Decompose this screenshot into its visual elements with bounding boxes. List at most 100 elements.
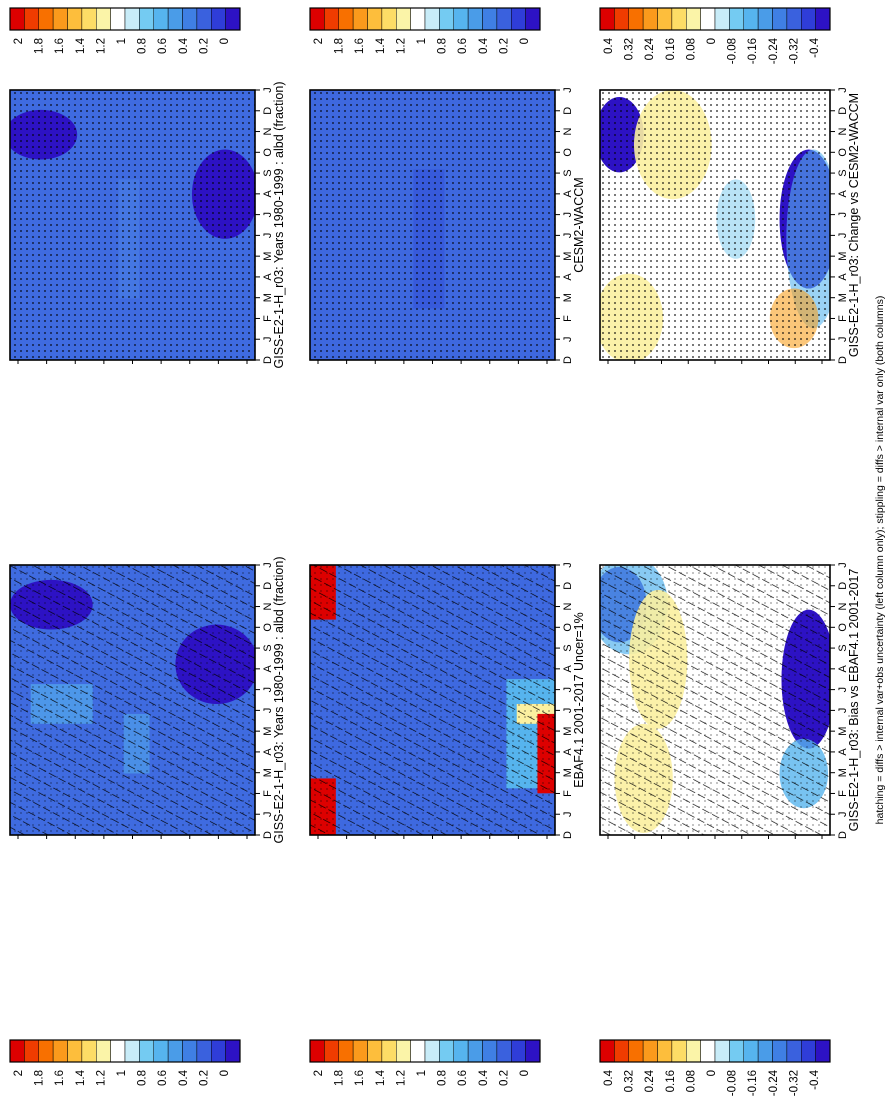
p4-month-label-8: A [562,190,574,198]
p5-stippling [600,565,830,835]
colorbar-abs-swatch-9 [139,7,154,31]
colorbar-abs-label-3: 1.4 [75,37,87,54]
colorbar-abs-label-5: 1 [416,1070,428,1076]
p1-field [10,565,255,835]
p5-month-label-10: O [837,623,849,632]
colorbar-abs-label-9: 0.2 [498,38,510,54]
colorbar-abs-swatch-5 [381,7,397,31]
colorbar-abs-label-4: 1.2 [95,1070,107,1086]
p3-stippling [310,565,555,835]
p2-month-label-0: D [262,356,274,364]
colorbar-abs-swatch-6 [96,7,111,31]
p2-month-label-11: N [262,128,274,136]
colorbar-abs-label-4: 1.2 [95,38,107,54]
colorbar-abs-label-9: 0.2 [198,1070,210,1086]
colorbar-abs-label-2: 1.6 [54,1070,66,1086]
colorbar-abs-swatch-10 [153,1039,169,1063]
p1-month-label-6: J [262,708,274,714]
colorbar-abs-swatch-7 [110,7,126,31]
p6-month-label-4: A [837,273,849,281]
colorbar-diff-swatch-2 [628,7,644,31]
p6-month-label-6: J [837,233,849,239]
colorbar-abs-swatch-10 [453,1039,469,1063]
p4-month-label-1: J [562,336,574,342]
colorbar-abs-swatch-7 [410,1039,426,1063]
colorbar-abs-label-8: 0.4 [178,37,190,54]
p4-month-label-12: D [562,107,574,115]
p3-month-label-1: J [562,811,574,817]
colorbar-abs-swatch-1 [324,7,339,31]
colorbar-diff-swatch-8 [714,1039,730,1063]
colorbar-abs-label-7: 0.6 [457,1070,469,1086]
p6-month-label-2: F [837,315,849,322]
colorbar-diff-label-3: 0.16 [665,1070,677,1092]
p4-month-label-7: J [562,212,574,218]
colorbar-abs-label-5: 1 [116,1070,128,1076]
colorbar-diff-label-0: 0.4 [603,37,615,54]
colorbar-abs-swatch-11 [167,7,183,31]
colorbar-diff-label-2: 0.24 [644,1069,656,1092]
colorbar-abs-4: 2 1.8 1.6 1.4 1.2 1 0.8 0.6 0.4 0.2 0 [309,7,541,54]
colorbar-abs-swatch-0 [9,7,25,31]
p1-month-label-4: A [262,748,274,756]
p2-month-label-10: O [262,148,274,157]
colorbar-abs-label-9: 0.2 [198,38,210,54]
colorbar-diff-swatch-7 [700,7,716,31]
p2-stippling [10,90,255,360]
p4-month-label-5: M [562,252,574,261]
p4-month-label-11: N [562,128,574,136]
colorbar-abs-label-9: 0.2 [498,1070,510,1086]
colorbar-diff-label-4: 0.08 [685,38,697,60]
colorbar-abs-label-5: 1 [416,38,428,44]
colorbar-abs-swatch-3 [352,1039,368,1063]
p1-month-label-2: F [262,790,274,797]
p4-stippling [310,90,555,360]
p2-month-label-7: J [262,212,274,218]
colorbar-abs-swatch-15 [225,7,241,31]
colorbar-abs-swatch-12 [482,7,498,31]
colorbar-abs-frame [9,1039,241,1063]
colorbar-abs-swatch-8 [124,1039,140,1063]
colorbar-abs-1: 2 1.8 1.6 1.4 1.2 1 0.8 0.6 0.4 0.2 0 [309,1039,541,1086]
p5-month-label-12: D [837,582,849,590]
p2-field [10,90,255,360]
p1-month-label-3: M [262,768,274,777]
colorbar-abs-label-3: 1.4 [375,1069,387,1086]
colorbar-diff-swatch-3 [642,1039,658,1063]
colorbar-abs-swatch-1 [324,1039,339,1063]
colorbar-abs-swatch-11 [467,1039,483,1063]
colorbar-abs-label-0: 2 [13,38,25,44]
p1-month-label-10: O [262,623,274,632]
colorbar-diff-swatch-14 [801,1039,816,1063]
p2-month-label-8: A [262,190,274,198]
p3-month-label-8: A [562,665,574,673]
p1-month-label-12: D [262,582,274,590]
p2-month-label-3: M [262,293,274,302]
colorbar-diff-label-7: -0.16 [747,38,759,64]
p6-month-label-10: O [837,148,849,157]
colorbar-abs-swatch-7 [110,1039,126,1063]
colorbar-abs-swatch-2 [338,7,354,31]
colorbar-abs-label-7: 0.6 [157,1070,169,1086]
colorbar-abs-swatch-0 [309,1039,325,1063]
colorbar-abs-swatch-10 [153,7,169,31]
p6-title: GISS-E2-1-H_r03: Change vs CESM2-WACCM [847,93,861,357]
colorbar-abs-swatch-0 [9,1039,25,1063]
p3-month-label-10: O [562,623,574,632]
colorbar-diff-frame [599,7,831,31]
colorbar-abs-swatch-2 [38,7,54,31]
colorbar-abs-swatch-13 [496,1039,512,1063]
colorbar-abs-swatch-6 [396,1039,411,1063]
p6-month-label-12: D [837,107,849,115]
p3-title: EBAF4.1 2001-2017 Uncer=1% [572,612,586,787]
colorbar-abs-swatch-15 [525,7,541,31]
p5-month-label-7: J [837,687,849,693]
colorbar-abs-frame [309,1039,541,1063]
colorbar-abs-label-1: 1.8 [34,38,46,54]
colorbar-diff-label-8: -0.24 [768,37,780,64]
colorbar-abs-swatch-9 [439,7,454,31]
